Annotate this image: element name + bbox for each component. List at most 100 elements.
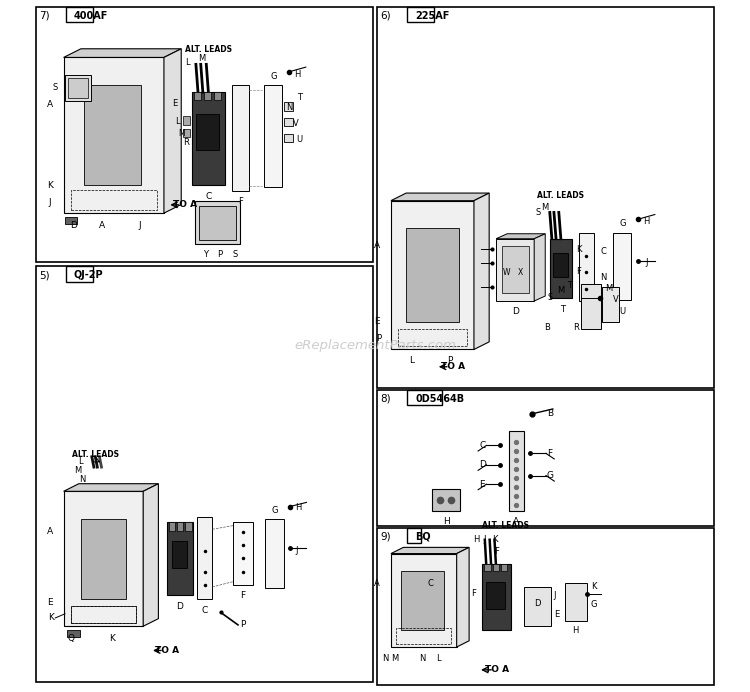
Bar xyxy=(84,85,141,185)
Bar xyxy=(70,606,136,623)
Text: K: K xyxy=(109,634,115,644)
Bar xyxy=(183,116,190,125)
Text: T: T xyxy=(567,280,572,290)
Bar xyxy=(65,217,77,224)
Text: H: H xyxy=(295,503,302,513)
Text: H: H xyxy=(443,517,450,527)
Text: A: A xyxy=(46,100,53,109)
Text: X: X xyxy=(518,268,524,277)
Text: T: T xyxy=(560,304,565,314)
Bar xyxy=(194,92,201,100)
Bar xyxy=(81,519,126,599)
Polygon shape xyxy=(391,201,474,349)
Polygon shape xyxy=(457,547,469,647)
Text: K: K xyxy=(48,613,54,623)
Text: J: J xyxy=(49,198,51,208)
Bar xyxy=(166,522,193,595)
Text: H: H xyxy=(572,626,579,635)
Bar xyxy=(197,517,212,599)
Text: K: K xyxy=(46,181,53,190)
Bar xyxy=(233,522,253,585)
Text: D: D xyxy=(478,460,486,469)
Text: TO A: TO A xyxy=(172,200,196,210)
Polygon shape xyxy=(64,491,143,626)
Bar xyxy=(200,206,236,240)
Text: J: J xyxy=(296,545,298,555)
Text: D: D xyxy=(534,599,541,608)
Text: ALT. LEADS: ALT. LEADS xyxy=(482,521,529,531)
Bar xyxy=(183,129,190,137)
Bar xyxy=(67,630,80,637)
Bar xyxy=(579,233,594,301)
Text: C: C xyxy=(205,192,212,201)
Bar xyxy=(565,583,586,621)
Text: P: P xyxy=(240,620,245,630)
Bar xyxy=(185,522,191,531)
Text: J: J xyxy=(645,258,648,267)
Text: C: C xyxy=(427,579,433,588)
Text: A: A xyxy=(374,579,380,588)
Text: 225AF: 225AF xyxy=(416,11,449,21)
Text: B: B xyxy=(544,322,550,332)
Bar xyxy=(284,118,292,126)
Text: W: W xyxy=(503,268,511,277)
Bar xyxy=(509,431,524,511)
Text: C: C xyxy=(479,441,485,450)
Polygon shape xyxy=(143,484,158,626)
Text: TO A: TO A xyxy=(155,646,179,655)
Bar xyxy=(265,519,284,588)
Text: ALT. LEADS: ALT. LEADS xyxy=(537,191,584,201)
Bar xyxy=(66,266,93,282)
Bar xyxy=(493,564,499,571)
Polygon shape xyxy=(534,234,545,301)
Text: H: H xyxy=(473,535,480,545)
Bar xyxy=(486,583,505,609)
Text: N: N xyxy=(601,273,607,282)
Text: F: F xyxy=(238,197,243,206)
Text: F: F xyxy=(576,266,581,275)
Text: D: D xyxy=(176,601,183,611)
Text: E: E xyxy=(554,610,559,619)
Text: G: G xyxy=(272,506,278,516)
Bar xyxy=(550,239,572,298)
Text: G: G xyxy=(547,471,554,480)
Bar xyxy=(284,102,292,111)
Bar xyxy=(284,134,292,142)
Bar xyxy=(397,628,451,644)
Text: R: R xyxy=(183,138,189,147)
Text: M: M xyxy=(542,203,548,212)
Text: S: S xyxy=(53,83,58,93)
Text: M: M xyxy=(605,284,613,293)
Bar xyxy=(398,329,467,346)
Bar xyxy=(36,266,373,682)
Text: S: S xyxy=(536,208,541,217)
Text: BQ: BQ xyxy=(416,532,430,542)
Bar xyxy=(177,522,183,531)
Polygon shape xyxy=(474,193,489,349)
Text: U: U xyxy=(296,134,303,143)
Text: R: R xyxy=(574,322,579,332)
Bar xyxy=(66,7,93,22)
Text: K: K xyxy=(576,245,581,254)
Text: A: A xyxy=(513,517,519,527)
Text: B: B xyxy=(547,409,554,419)
Text: S: S xyxy=(232,250,238,260)
Polygon shape xyxy=(164,49,182,213)
Text: L: L xyxy=(176,118,180,127)
Text: eReplacementParts.com: eReplacementParts.com xyxy=(294,340,456,352)
Text: E: E xyxy=(47,597,53,607)
Text: J: J xyxy=(139,221,141,230)
Text: 9): 9) xyxy=(380,532,392,542)
Text: QJ-2P: QJ-2P xyxy=(74,271,104,280)
Text: G: G xyxy=(270,71,277,81)
Text: E: E xyxy=(172,99,177,108)
Text: L: L xyxy=(436,653,440,663)
Text: F: F xyxy=(548,449,553,458)
Text: 400AF: 400AF xyxy=(74,11,108,21)
Text: 6): 6) xyxy=(380,11,392,21)
Polygon shape xyxy=(496,234,545,239)
Bar xyxy=(65,75,92,101)
Text: 5): 5) xyxy=(40,271,50,280)
Text: G: G xyxy=(619,219,626,228)
Text: E: E xyxy=(374,317,380,327)
